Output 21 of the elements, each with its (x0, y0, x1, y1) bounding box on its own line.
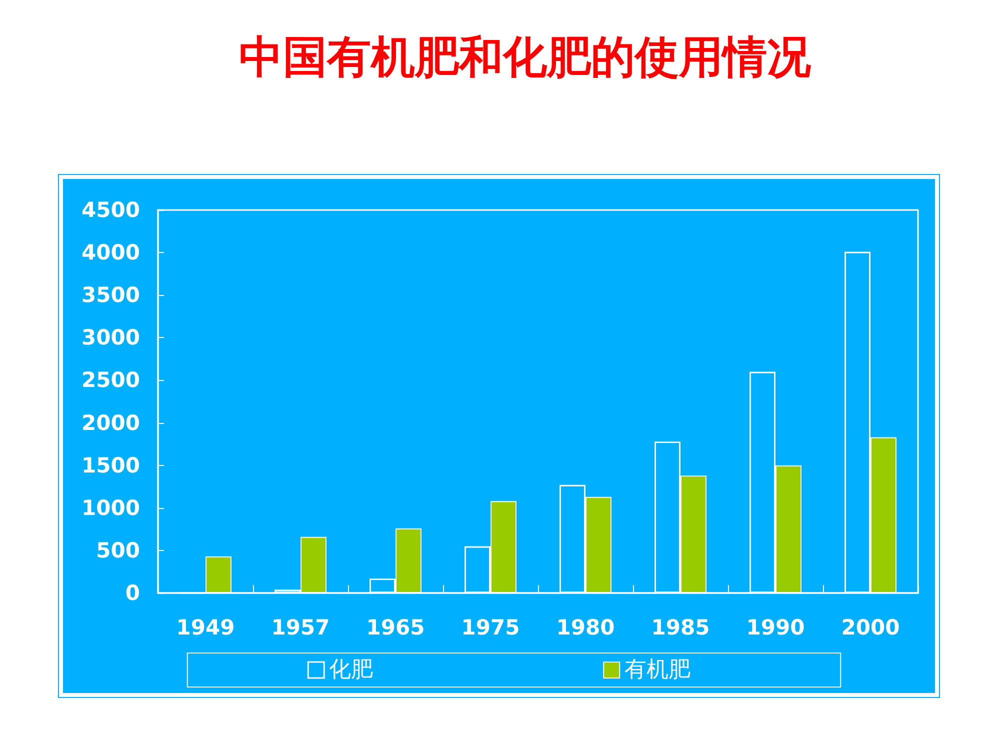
x-tick-label: 1957 (271, 616, 330, 640)
legend-label: 化肥 (329, 658, 374, 682)
x-tick-label: 1965 (366, 616, 425, 640)
y-tick-label: 4500 (82, 198, 140, 222)
y-tick-label: 3000 (82, 326, 140, 350)
x-tick-label: 2000 (841, 616, 900, 640)
y-tick-label: 2000 (82, 410, 140, 435)
y-tick-label: 1500 (82, 453, 140, 478)
legend-label: 有机肥 (624, 658, 691, 682)
y-tick-label: 3500 (82, 283, 140, 308)
x-tick-label: 1990 (746, 616, 805, 640)
x-tick-label: 1975 (461, 616, 520, 640)
y-tick-label: 0 (125, 581, 140, 605)
x-tick-label: 1980 (556, 616, 615, 640)
x-tick-label: 1949 (176, 616, 235, 640)
y-tick-label: 2500 (82, 368, 140, 392)
chart-title: 中国有机肥和化肥的使用情况 (238, 31, 812, 85)
y-tick-label: 500 (96, 538, 140, 562)
y-tick-label: 4000 (82, 240, 140, 265)
x-tick-label: 1985 (651, 616, 710, 640)
y-tick-label: 1000 (82, 496, 140, 520)
